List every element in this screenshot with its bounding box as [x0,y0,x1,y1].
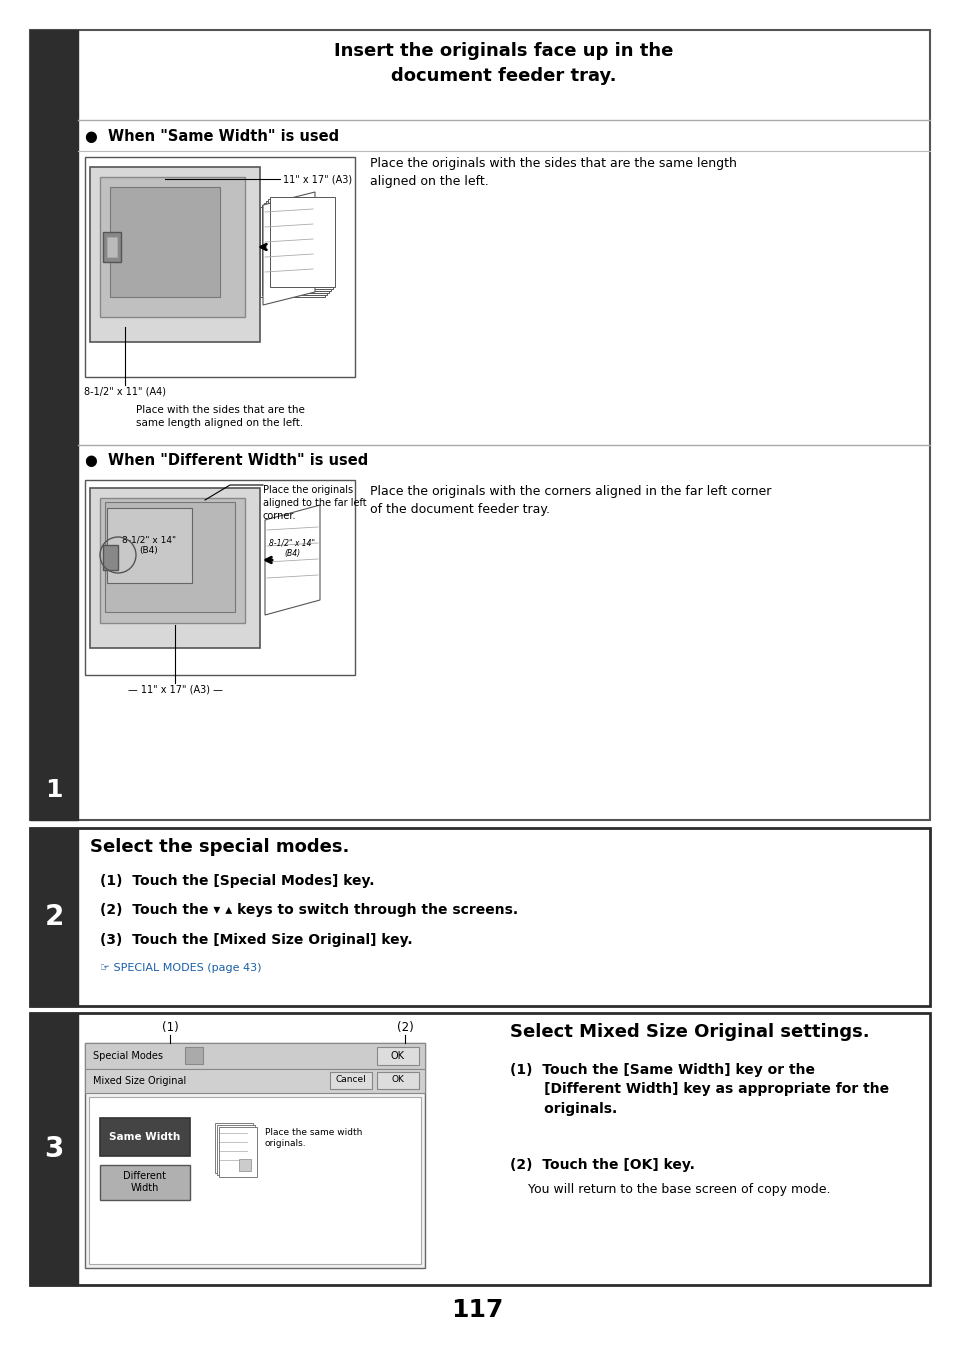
Bar [90,488,260,648]
Text: Insert the originals face up in the
document feeder tray.: Insert the originals face up in the docu… [334,42,673,85]
Bar [376,1047,418,1065]
Bar [30,30,78,820]
Bar [30,1013,929,1285]
Text: (1): (1) [161,1021,178,1034]
Bar [30,30,929,820]
Text: Place with the sides that are the
same length aligned on the left.: Place with the sides that are the same l… [135,405,304,428]
Text: 3: 3 [44,1135,64,1163]
Text: Special Modes: Special Modes [92,1051,163,1061]
Text: Place the originals with the corners aligned in the far left corner
of the docum: Place the originals with the corners ali… [370,485,771,516]
Text: 8-1/2" x 11" (A4): 8-1/2" x 11" (A4) [84,386,166,397]
Bar [239,1159,251,1171]
Bar [107,508,192,584]
Text: — 11" x 17" (A3) —: — 11" x 17" (A3) — [128,685,222,694]
Bar [216,1125,254,1175]
Bar [30,828,78,1006]
Text: OK: OK [391,1075,404,1085]
Text: OK: OK [391,1051,405,1061]
Bar [85,1043,424,1269]
Polygon shape [263,192,314,305]
Text: Same Width: Same Width [110,1132,180,1142]
Bar [100,1119,190,1156]
Bar [30,1013,78,1285]
Bar [376,1071,418,1089]
Text: You will return to the base screen of copy mode.: You will return to the base screen of co… [527,1183,830,1196]
Bar [100,177,245,317]
Bar [103,232,121,262]
Bar [262,205,327,295]
Bar [100,1165,190,1200]
Text: (2)  Touch the [OK] key.: (2) Touch the [OK] key. [510,1158,694,1173]
Bar [30,828,929,1006]
Text: (2)  Touch the ▾ ▴ keys to switch through the screens.: (2) Touch the ▾ ▴ keys to switch through… [100,902,517,917]
Text: (1)  Touch the [Special Modes] key.: (1) Touch the [Special Modes] key. [100,874,375,888]
Text: Different
Width: Different Width [123,1171,167,1193]
Text: 8-1/2" x 14"
(B4): 8-1/2" x 14" (B4) [122,535,176,555]
Text: 11" x 17" (A3): 11" x 17" (A3) [283,174,352,184]
Text: 117: 117 [451,1298,502,1323]
Text: ☞ SPECIAL MODES (page 43): ☞ SPECIAL MODES (page 43) [100,963,261,973]
Bar [89,1097,420,1265]
Bar [266,201,331,290]
Text: (2): (2) [396,1021,413,1034]
Text: Place the originals with the sides that are the same length
aligned on the left.: Place the originals with the sides that … [370,157,736,188]
Bar [110,186,220,297]
Bar [85,157,355,377]
Bar [100,499,245,623]
Text: 2: 2 [44,902,64,931]
Bar [214,1123,253,1173]
Bar [185,1047,203,1065]
Bar [85,1069,424,1093]
Text: 8-1/2" x 14"
(B4): 8-1/2" x 14" (B4) [269,538,314,558]
Bar [90,168,260,342]
Text: Place the originals
aligned to the far left
corner.: Place the originals aligned to the far l… [263,485,366,521]
Bar [264,203,329,293]
Bar [270,197,335,286]
Bar [268,199,333,289]
Bar [330,1071,372,1089]
Bar [260,207,325,297]
Bar [107,236,117,257]
Text: Select the special modes.: Select the special modes. [90,838,349,857]
Bar [85,480,355,676]
Bar [85,1043,424,1069]
Bar [103,544,118,570]
Text: ●  When "Different Width" is used: ● When "Different Width" is used [85,453,368,467]
Polygon shape [265,505,319,615]
Text: (3)  Touch the [Mixed Size Original] key.: (3) Touch the [Mixed Size Original] key. [100,934,413,947]
Text: Mixed Size Original: Mixed Size Original [92,1075,186,1086]
Text: (1)  Touch the [Same Width] key or the
       [Different Width] key as appropria: (1) Touch the [Same Width] key or the [D… [510,1063,888,1116]
Text: ●  When "Same Width" is used: ● When "Same Width" is used [85,128,338,145]
Text: Cancel: Cancel [335,1075,366,1085]
Text: 1: 1 [45,778,63,802]
Text: Select Mixed Size Original settings.: Select Mixed Size Original settings. [510,1023,869,1042]
Bar [219,1127,256,1177]
Bar [105,503,234,612]
Text: Place the same width
originals.: Place the same width originals. [265,1128,362,1148]
